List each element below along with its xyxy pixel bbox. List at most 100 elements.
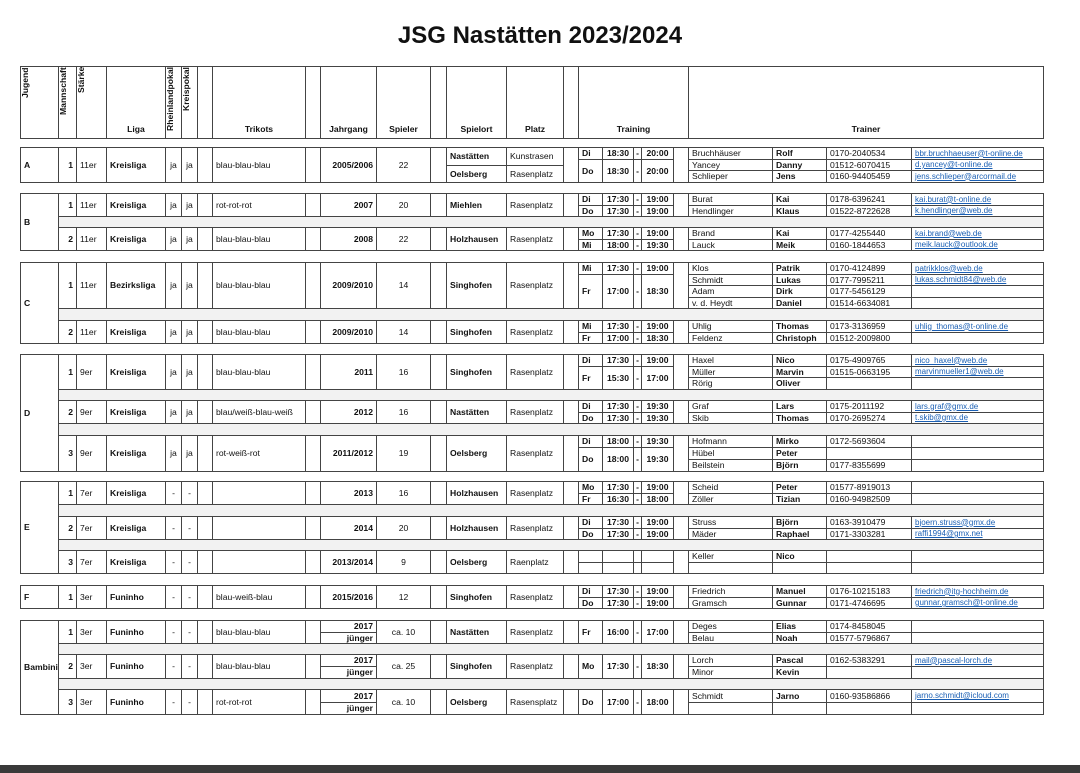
blank-cell (305, 654, 321, 679)
header-blank (563, 66, 579, 139)
trainer-firstname: Oliver (772, 377, 827, 390)
trainer-email-link[interactable]: raffi1994@gmx.net (915, 529, 983, 538)
team-number: 2 (58, 654, 77, 679)
team-number: 1 (58, 193, 77, 217)
league: Funinho (106, 654, 166, 679)
trainer-lastname: Belau (688, 632, 773, 644)
header-kreispokal: Kreispokal (181, 66, 198, 139)
trainer-email-cell (911, 297, 1044, 309)
trainer-phone (826, 666, 912, 679)
blank-cell (673, 620, 689, 644)
trainer-email-cell (911, 493, 1044, 505)
rheinlandpokal-value: ja (165, 354, 182, 390)
training-day: Fr (578, 274, 603, 309)
trainer-email-link[interactable]: bjoern.struss@gmx.de (915, 517, 996, 527)
trainer-lastname (688, 702, 773, 715)
venue: Holzhausen (446, 227, 507, 251)
jugend-cell: C (20, 262, 59, 344)
birth-year: jünger (320, 632, 377, 644)
venue: Holzhausen (446, 516, 507, 540)
training-start: 18:00 (602, 447, 634, 472)
trainer-email-link[interactable]: d.yancey@t-online.de (915, 160, 993, 169)
trainer-lastname: Lauck (688, 239, 773, 251)
trainer-email-link[interactable]: jens.schlieper@arcormail.de (915, 171, 1017, 181)
trainer-email-link[interactable]: gunnar.gramsch@t-online.de (915, 598, 1018, 607)
trainer-email-link[interactable]: lars.graf@gmx.de (915, 401, 979, 411)
training-start: 17:00 (602, 689, 634, 715)
trainer-email-link[interactable]: bbr.bruchhaeuser@t-online.de (915, 148, 1023, 158)
blank-cell (305, 320, 321, 344)
blank-cell (197, 516, 213, 540)
venue: Holzhausen (446, 481, 507, 505)
blank-cell (430, 481, 447, 505)
team-number: 2 (58, 516, 77, 540)
birth-year: 2008 (320, 227, 377, 251)
blank-cell (197, 435, 213, 472)
trainer-email-link[interactable]: k.hendlinger@web.de (915, 206, 993, 215)
league: Funinho (106, 689, 166, 715)
pitch-type: Rasenplatz (506, 227, 564, 251)
birth-year: 2011/2012 (320, 435, 377, 472)
header-liga: Liga (106, 66, 166, 139)
team-number: 2 (58, 320, 77, 344)
trainer-email-link[interactable]: mail@pascal-lorch.de (915, 655, 993, 665)
blank-cell (197, 227, 213, 251)
trainer-firstname: Tizian (772, 493, 827, 505)
training-end: 18:30 (641, 274, 674, 309)
training-day: Fr (578, 620, 603, 644)
team-size: 7er (76, 516, 107, 540)
training-day: Mi (578, 239, 603, 251)
header-spielort: Spielort (446, 66, 507, 139)
kreispokal-value: ja (181, 147, 198, 183)
blank-cell (563, 654, 579, 679)
pitch-type: Rasenplatz (506, 585, 564, 609)
trainer-email-link[interactable]: marvinmueller1@web.de (915, 367, 1004, 376)
team-number: 3 (58, 550, 77, 574)
trainer-firstname (772, 702, 827, 715)
rheinlandpokal-value: ja (165, 227, 182, 251)
league: Kreisliga (106, 516, 166, 540)
blank-cell (430, 262, 447, 309)
blank-cell (563, 147, 579, 183)
trainer-email-link[interactable]: nico_haxel@web.de (915, 355, 988, 365)
trainer-phone: 0177-8355699 (826, 459, 912, 472)
trainer-phone (826, 562, 912, 574)
training-end: 17:00 (641, 366, 674, 390)
blank-cell (673, 320, 689, 344)
jugend-cell: D (20, 354, 59, 472)
blank-cell (305, 516, 321, 540)
jersey-colors: blau-blau-blau (212, 147, 306, 183)
training-start: 18:00 (602, 239, 634, 251)
trainer-phone: 0160-94982509 (826, 493, 912, 505)
training-start: 17:00 (602, 274, 634, 309)
trainer-email-link[interactable]: jarno.schmidt@icloud.com (915, 691, 1009, 700)
blank-cell (197, 320, 213, 344)
team-size: 11er (76, 227, 107, 251)
trainer-lastname: Hendlinger (688, 205, 773, 217)
league: Kreisliga (106, 147, 166, 183)
team-size: 7er (76, 481, 107, 505)
birth-year: 2005/2006 (320, 147, 377, 183)
trainer-email-link[interactable]: kai.burat@t-online.de (915, 194, 992, 204)
birth-year: 2013 (320, 481, 377, 505)
blank-cell (430, 227, 447, 251)
kreispokal-value: - (181, 550, 198, 574)
trainer-email-link[interactable]: friedrich@itg-hochheim.de (915, 586, 1009, 596)
trainer-email-link[interactable]: meik.lauck@outlook.de (915, 240, 998, 249)
trainer-email-link[interactable]: lukas.schmidt84@web.de (915, 275, 1007, 284)
jersey-colors (212, 481, 306, 505)
trainer-email-link[interactable]: patrikklos@web.de (915, 263, 983, 273)
jersey-colors: blau-weiß-blau (212, 585, 306, 609)
rheinlandpokal-value: - (165, 654, 182, 679)
trainer-email-link[interactable]: t.skib@gmx.de (915, 413, 969, 422)
trainer-email-link[interactable]: kai.brand@web.de (915, 228, 982, 238)
trainer-email-link[interactable]: uhlig_thomas@t-online.de (915, 321, 1009, 331)
training-end: 20:00 (641, 159, 674, 183)
blank-cell (673, 585, 689, 609)
trainer-lastname: Rörig (688, 377, 773, 390)
team-number: 2 (58, 400, 77, 424)
trainer-email-cell (911, 377, 1044, 390)
jersey-colors: blau-blau-blau (212, 620, 306, 644)
blank-cell (563, 262, 579, 309)
team-size: 11er (76, 193, 107, 217)
